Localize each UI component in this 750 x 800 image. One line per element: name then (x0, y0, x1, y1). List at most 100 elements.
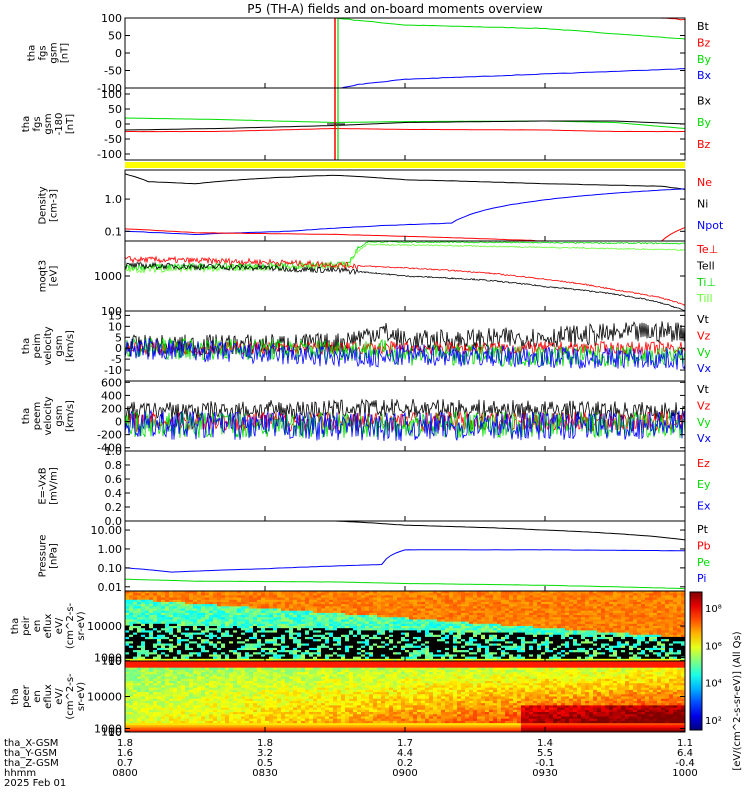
heatmap-cell (425, 630, 430, 633)
heatmap-cell (401, 619, 406, 623)
heatmap-cell (517, 623, 522, 627)
heatmap-cell (477, 617, 482, 620)
heatmap-cell (557, 623, 562, 627)
heatmap-cell (485, 656, 490, 660)
heatmap-cell (541, 656, 546, 660)
heatmap-cell (649, 593, 654, 596)
heatmap-cell (569, 617, 574, 620)
heatmap-cell (621, 656, 626, 660)
heatmap-cell (421, 630, 426, 633)
heatmap-cell (169, 612, 174, 616)
heatmap-cell (441, 599, 446, 603)
heatmap-cell (297, 626, 302, 629)
heatmap-cell (297, 619, 302, 623)
heatmap-cell (653, 641, 658, 644)
heatmap-cell (625, 610, 630, 614)
heatmap-cell (585, 647, 590, 651)
heatmap-cell (189, 617, 194, 620)
heatmap-cell (553, 610, 558, 614)
heatmap-cell (189, 654, 194, 658)
heatmap-cell (177, 658, 182, 661)
y-axis-label: Density [cm-3] (38, 186, 60, 224)
heatmap-cell (453, 641, 458, 644)
heatmap-cell (317, 595, 322, 598)
heatmap-cell (157, 591, 162, 594)
heatmap-cell (453, 652, 458, 655)
heatmap-cell (445, 593, 450, 596)
heatmap-cell (365, 630, 370, 633)
heatmap-cell (269, 656, 274, 660)
heatmap-cell (593, 630, 598, 633)
heatmap-cell (129, 621, 134, 625)
heatmap-cell (401, 615, 406, 618)
heatmap-cell (385, 604, 390, 607)
heatmap-cell (133, 707, 138, 711)
heatmap-cell (509, 604, 514, 607)
heatmap-cell (509, 656, 514, 660)
heatmap-cell (513, 639, 518, 642)
heatmap-cell (673, 656, 678, 660)
heatmap-cell (513, 597, 518, 601)
heatmap-cell (233, 612, 238, 616)
heatmap-cell (509, 597, 514, 601)
heatmap-cell (233, 626, 238, 629)
heatmap-cell (453, 599, 458, 603)
heatmap-cell (125, 687, 130, 691)
heatmap-cell (305, 623, 310, 627)
heatmap-cell (357, 601, 362, 605)
heatmap-cell (129, 705, 134, 708)
heatmap-cell (257, 626, 262, 629)
heatmap-cell (425, 641, 430, 644)
heatmap-cell (473, 643, 478, 647)
heatmap-cell (317, 623, 322, 627)
heatmap-cell (409, 632, 414, 636)
heatmap-cell (465, 597, 470, 601)
heatmap-cell (169, 595, 174, 598)
heatmap-cell (401, 654, 406, 658)
heatmap-cell (209, 643, 214, 647)
heatmap-cell (417, 636, 422, 640)
heatmap-cell (545, 621, 550, 625)
heatmap-cell (465, 595, 470, 598)
heatmap-cell (373, 658, 378, 661)
heatmap-cell (461, 608, 466, 612)
heatmap-cell (349, 623, 354, 627)
heatmap-cell (237, 628, 242, 631)
heatmap-cell (577, 623, 582, 627)
heatmap-cell (389, 645, 394, 649)
heatmap-cell (661, 652, 666, 655)
heatmap-cell (221, 615, 226, 618)
heatmap-cell (485, 599, 490, 603)
heatmap-cell (641, 626, 646, 629)
heatmap-cell (233, 621, 238, 625)
heatmap-cell (405, 621, 410, 625)
heatmap-cell (501, 658, 506, 661)
heatmap-cell (493, 654, 498, 658)
heatmap-cell (409, 615, 414, 618)
heatmap-cell (625, 652, 630, 655)
heatmap-cell (321, 606, 326, 609)
heatmap-cell (249, 617, 254, 620)
heatmap-cell (529, 656, 534, 660)
y-tick-label: -100 (97, 148, 122, 161)
heatmap-cell (593, 632, 598, 636)
heatmap-cell (445, 595, 450, 598)
heatmap-cell (137, 597, 142, 601)
heatmap-cell (133, 674, 138, 677)
heatmap-cell (149, 615, 154, 618)
heatmap-cell (521, 632, 526, 636)
heatmap-cell (565, 654, 570, 658)
heatmap-cell (229, 619, 234, 623)
heatmap-cell (597, 621, 602, 625)
heatmap-cell (541, 606, 546, 609)
heatmap-cell (181, 597, 186, 601)
heatmap-cell (225, 654, 230, 658)
heatmap-cell (429, 652, 434, 655)
heatmap-cell (461, 634, 466, 638)
heatmap-cell (169, 628, 174, 631)
heatmap-cell (137, 718, 142, 722)
heatmap-cell (593, 619, 598, 623)
heatmap-cell (553, 628, 558, 631)
heatmap-cell (601, 647, 606, 651)
